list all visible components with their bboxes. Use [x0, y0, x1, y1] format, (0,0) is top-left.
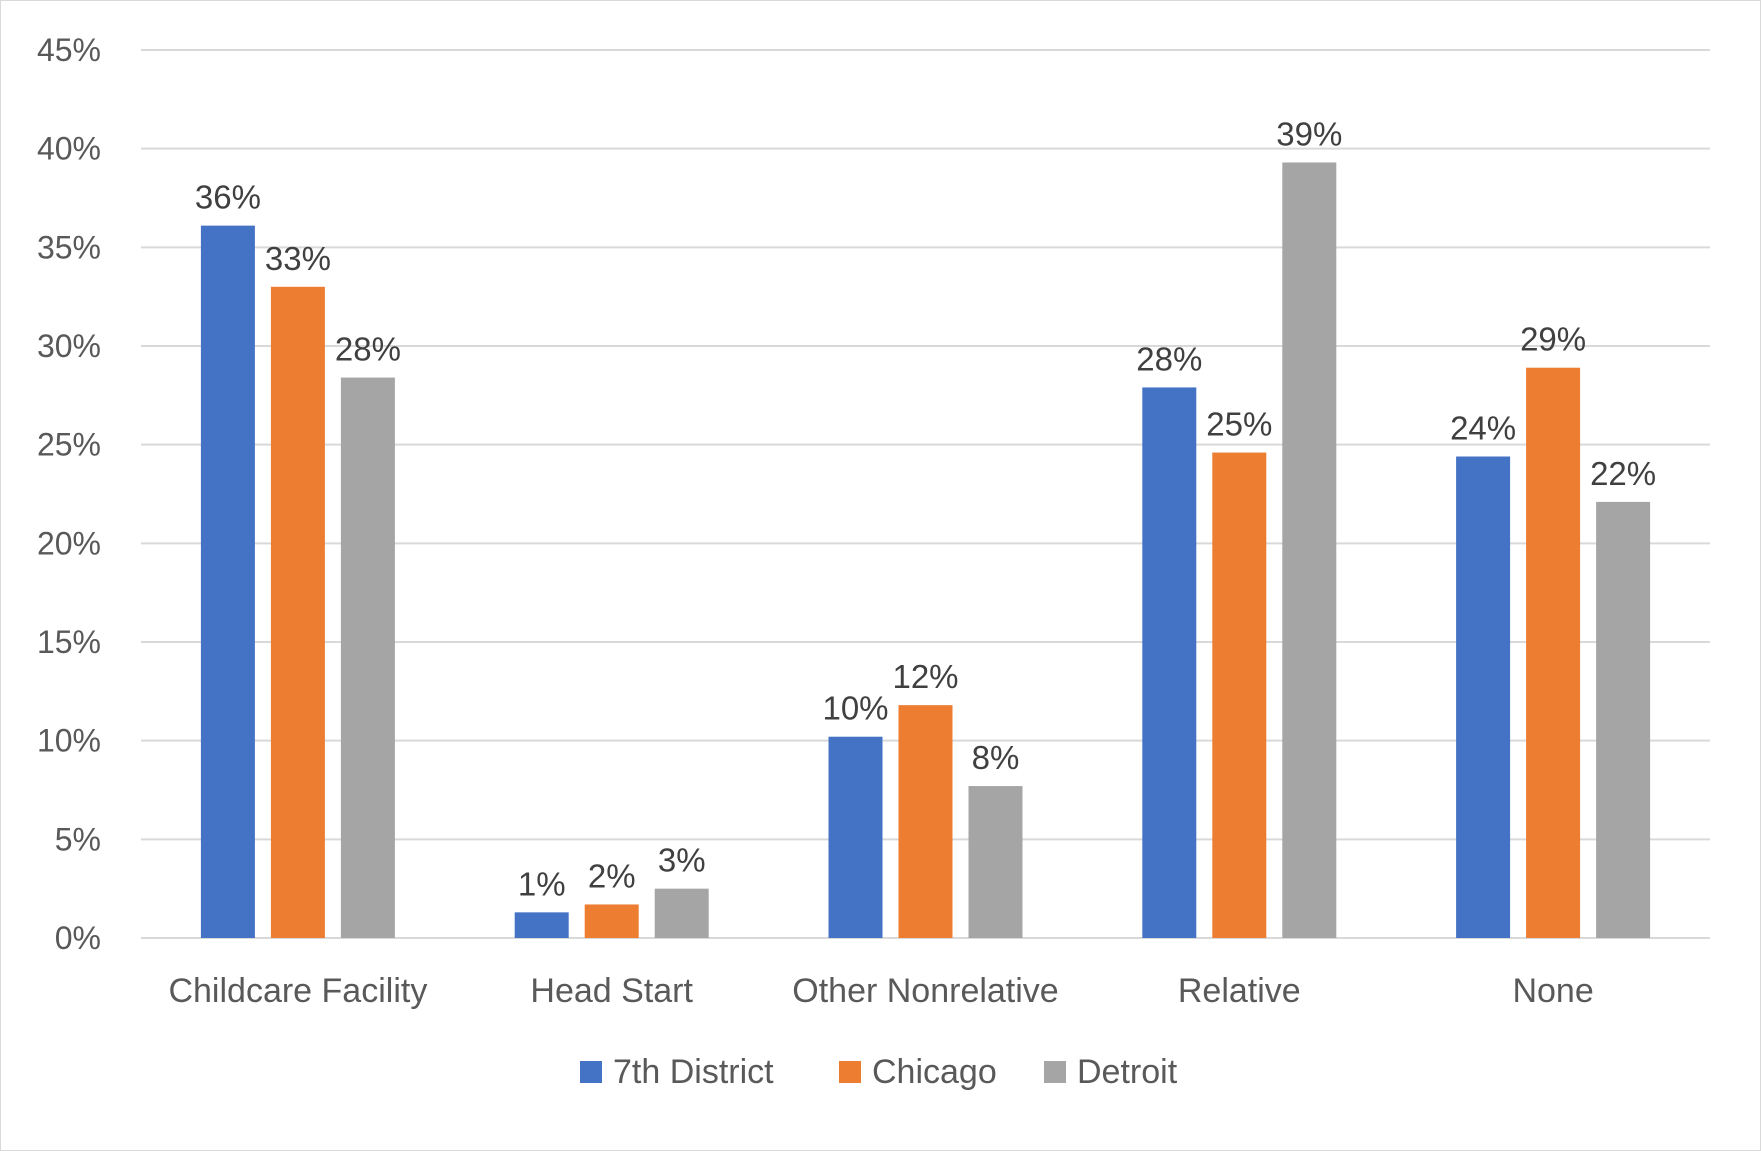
bar-7th-district-3 — [1142, 387, 1197, 938]
gridlines — [141, 49, 1710, 939]
bar-detroit-2 — [968, 786, 1023, 938]
data-label: 24% — [1450, 410, 1516, 447]
legend-swatch — [1044, 1061, 1066, 1083]
y-tick-label: 0% — [55, 920, 101, 956]
bar-7th-district-4 — [1456, 456, 1511, 938]
bar-7th-district-0 — [200, 225, 255, 939]
x-category-label: Childcare Facility — [168, 972, 427, 1010]
bar-detroit-4 — [1596, 501, 1651, 938]
legend-swatch — [580, 1061, 602, 1083]
bar-chicago-2 — [898, 705, 953, 938]
data-labels: 36%33%28%1% 2% 3%10%12%8%28%25%39%24%29%22… — [195, 115, 1656, 902]
x-category-label: Other Nonrelative — [792, 972, 1058, 1010]
x-category-label: Head Start — [530, 972, 693, 1010]
legend-label: Chicago — [872, 1053, 997, 1091]
data-label: 28% — [335, 331, 401, 368]
legend: 7th District Chicago Detroit — [580, 1053, 1178, 1091]
y-tick-label: 20% — [37, 525, 101, 561]
bar-detroit-1 — [654, 888, 709, 938]
y-tick-label: 40% — [37, 131, 101, 167]
data-label: 29% — [1520, 321, 1586, 358]
y-tick-label: 25% — [37, 427, 101, 463]
data-label: 33% — [265, 240, 331, 277]
y-tick-label: 30% — [37, 328, 101, 364]
y-tick-label: 10% — [37, 723, 101, 759]
x-category-label: None — [1512, 972, 1593, 1010]
bar-detroit-0 — [340, 377, 395, 938]
x-axis-categories: Childcare Facility Head Start Other Nonrel… — [168, 972, 1593, 1010]
bar-chicago-4 — [1526, 367, 1581, 938]
legend-label: Detroit — [1077, 1053, 1178, 1091]
legend-swatch — [839, 1061, 861, 1083]
bar-chicago-3 — [1212, 452, 1267, 938]
y-tick-label: 15% — [37, 624, 101, 660]
x-category-label: Relative — [1178, 972, 1301, 1010]
data-label: 10% — [822, 690, 888, 727]
data-label: 25% — [1206, 406, 1272, 443]
data-label: 12% — [892, 658, 958, 695]
bar-7th-district-2 — [828, 736, 883, 938]
data-label: 3% — [658, 842, 706, 879]
data-label: 28% — [1136, 340, 1202, 377]
data-label: 39% — [1276, 115, 1342, 152]
data-label: 2% — [588, 857, 636, 894]
data-label: 22% — [1590, 455, 1656, 492]
y-tick-label: 45% — [37, 32, 101, 68]
y-tick-label: 5% — [55, 821, 101, 857]
data-label: 8% — [972, 739, 1020, 776]
bar-detroit-3 — [1282, 162, 1337, 939]
legend-label: 7th District — [613, 1053, 774, 1091]
y-axis-ticks: 0% 5% 10% 15% 20% 25% 30% 35% 40% 45% — [37, 32, 101, 956]
bars — [200, 162, 1651, 939]
data-label: 36% — [195, 179, 261, 216]
bar-chicago-0 — [270, 286, 325, 938]
y-tick-label: 35% — [37, 229, 101, 265]
data-label: 1% — [518, 865, 566, 902]
bar-chicago-1 — [584, 904, 639, 938]
bar-7th-district-1 — [514, 912, 569, 938]
